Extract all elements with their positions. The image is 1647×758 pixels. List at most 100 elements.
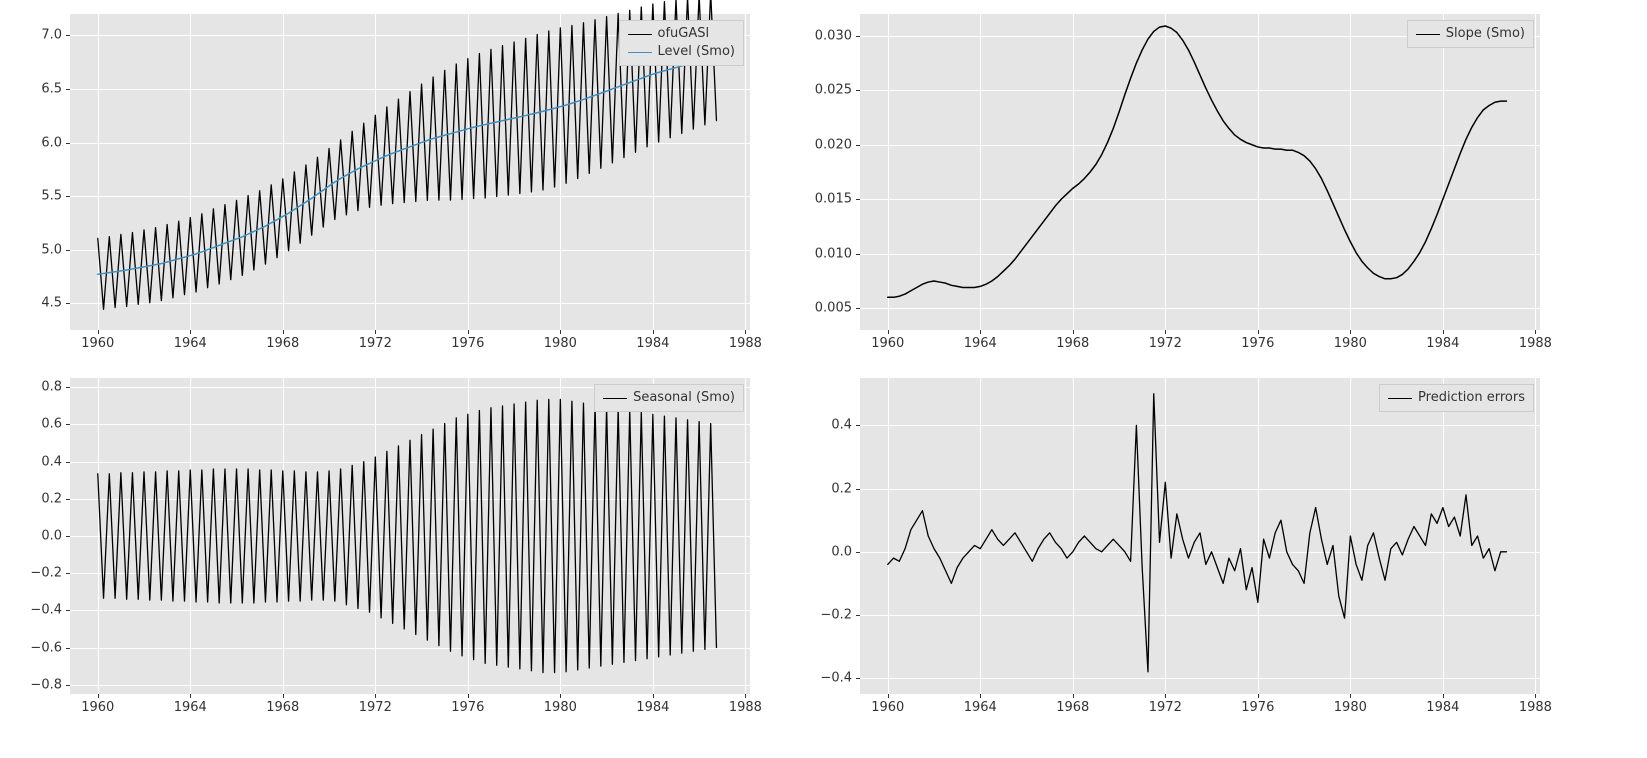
- series-level: [98, 56, 717, 274]
- panel-bottom-left-legend: Seasonal (Smo): [594, 384, 744, 412]
- legend-swatch: [603, 398, 627, 399]
- y-tick: [856, 308, 860, 309]
- y-tick-label: 0.025: [815, 83, 852, 98]
- y-tick: [66, 196, 70, 197]
- y-tick-label: 0.2: [831, 481, 852, 496]
- panel-top-right-legend: Slope (Smo): [1407, 20, 1534, 48]
- y-tick: [66, 143, 70, 144]
- legend-label: Level (Smo): [658, 43, 735, 61]
- x-tick: [745, 330, 746, 334]
- x-tick-label: 1964: [174, 336, 207, 351]
- y-tick: [66, 499, 70, 500]
- legend-label: Slope (Smo): [1446, 25, 1525, 43]
- legend-row: Prediction errors: [1388, 389, 1525, 407]
- y-tick-label: −0.4: [820, 671, 852, 686]
- legend-row: ofuGASl: [628, 25, 735, 43]
- y-tick: [66, 424, 70, 425]
- x-tick: [1073, 694, 1074, 698]
- x-tick: [1258, 330, 1259, 334]
- x-tick-label: 1980: [544, 336, 577, 351]
- y-tick: [66, 387, 70, 388]
- x-tick: [375, 330, 376, 334]
- x-tick-label: 1976: [451, 336, 484, 351]
- legend-swatch: [628, 52, 652, 53]
- panel-top-left: 196019641968197219761980198419884.55.05.…: [70, 14, 750, 330]
- panel-top-right-svg: [860, 14, 1540, 330]
- legend-label: Prediction errors: [1418, 389, 1525, 407]
- y-tick: [856, 199, 860, 200]
- legend-row: Level (Smo): [628, 43, 735, 61]
- y-tick: [66, 536, 70, 537]
- x-tick-label: 1976: [451, 700, 484, 715]
- x-tick: [653, 694, 654, 698]
- x-tick: [283, 694, 284, 698]
- x-tick-label: 1964: [964, 700, 997, 715]
- y-tick-label: 0.020: [815, 137, 852, 152]
- y-tick: [66, 462, 70, 463]
- x-tick-label: 1984: [1426, 700, 1459, 715]
- x-tick: [98, 694, 99, 698]
- x-tick-label: 1972: [359, 336, 392, 351]
- panel-bottom-right-legend: Prediction errors: [1379, 384, 1534, 412]
- x-tick-label: 1972: [1149, 700, 1182, 715]
- legend-swatch: [1388, 398, 1412, 399]
- x-tick: [1350, 330, 1351, 334]
- y-tick-label: 0.0: [831, 544, 852, 559]
- legend-row: Seasonal (Smo): [603, 389, 735, 407]
- y-tick-label: −0.8: [30, 677, 62, 692]
- x-tick: [888, 694, 889, 698]
- x-tick-label: 1988: [1519, 700, 1552, 715]
- x-tick: [375, 694, 376, 698]
- x-tick: [745, 694, 746, 698]
- y-tick: [856, 254, 860, 255]
- x-tick: [1258, 694, 1259, 698]
- y-tick-label: −0.2: [30, 566, 62, 581]
- y-tick: [66, 250, 70, 251]
- x-tick: [980, 694, 981, 698]
- x-tick: [1535, 694, 1536, 698]
- y-tick: [66, 648, 70, 649]
- x-tick-label: 1980: [544, 700, 577, 715]
- series-errors: [888, 394, 1507, 672]
- y-tick-label: 0.4: [831, 418, 852, 433]
- series-seasonal: [98, 399, 717, 672]
- x-tick-label: 1964: [964, 336, 997, 351]
- y-tick: [856, 425, 860, 426]
- y-tick: [856, 678, 860, 679]
- x-tick-label: 1960: [871, 700, 904, 715]
- x-tick-label: 1960: [81, 700, 114, 715]
- y-tick-label: 0.0: [41, 529, 62, 544]
- y-tick: [66, 610, 70, 611]
- x-tick-label: 1976: [1241, 700, 1274, 715]
- x-tick-label: 1984: [636, 700, 669, 715]
- x-tick: [468, 694, 469, 698]
- x-tick: [468, 330, 469, 334]
- x-tick-label: 1972: [1149, 336, 1182, 351]
- y-tick-label: −0.2: [820, 608, 852, 623]
- x-tick-label: 1988: [729, 336, 762, 351]
- x-tick-label: 1980: [1334, 336, 1367, 351]
- y-tick: [856, 145, 860, 146]
- x-tick: [190, 694, 191, 698]
- panel-bottom-right-plot-area: [860, 378, 1540, 694]
- x-tick: [980, 330, 981, 334]
- x-tick-label: 1976: [1241, 336, 1274, 351]
- y-tick-label: 0.6: [41, 417, 62, 432]
- x-tick-label: 1980: [1334, 700, 1367, 715]
- x-tick: [1350, 694, 1351, 698]
- y-tick: [66, 685, 70, 686]
- legend-swatch: [1416, 34, 1440, 35]
- y-tick: [856, 489, 860, 490]
- legend-label: Seasonal (Smo): [633, 389, 735, 407]
- y-tick-label: 4.5: [41, 296, 62, 311]
- panel-top-right-plot-area: [860, 14, 1540, 330]
- legend-label: ofuGASl: [658, 25, 710, 43]
- x-tick-label: 1960: [81, 336, 114, 351]
- panel-top-left-legend: ofuGASlLevel (Smo): [619, 20, 744, 66]
- y-tick-label: 6.0: [41, 135, 62, 150]
- series-slope: [888, 26, 1507, 297]
- x-tick: [190, 330, 191, 334]
- legend-swatch: [628, 34, 652, 35]
- x-tick-label: 1968: [1056, 336, 1089, 351]
- y-tick-label: 7.0: [41, 28, 62, 43]
